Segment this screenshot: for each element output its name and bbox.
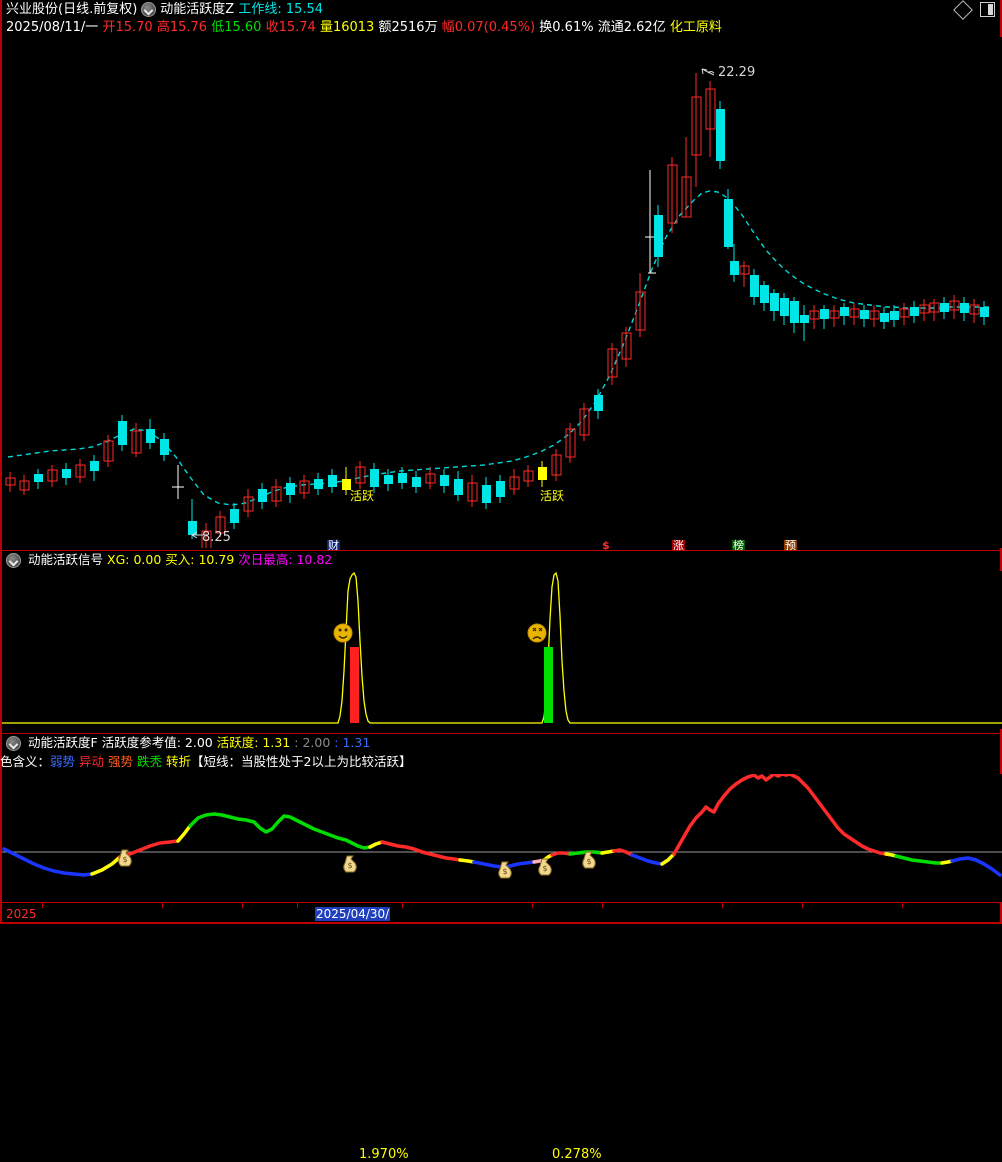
svg-text:$: $ xyxy=(542,864,547,873)
chevron-down-circle-icon[interactable] xyxy=(141,2,157,17)
reference-value: 2.00 xyxy=(184,735,213,750)
chevron-down-circle-icon[interactable] xyxy=(6,553,21,568)
axis-label-start: 2025 xyxy=(6,907,37,921)
active-label-2: 活跃 xyxy=(540,489,565,503)
high-label: 高 xyxy=(156,20,170,35)
marker-badge-zhang[interactable]: 涨 xyxy=(672,539,685,552)
float-value: 2.62亿 xyxy=(623,20,666,35)
signal-chart[interactable] xyxy=(2,571,1002,729)
low-value: 15.60 xyxy=(224,20,262,35)
legend-weak: 弱势 xyxy=(50,754,76,769)
signal-line xyxy=(2,571,1002,724)
activity-sep-2: : xyxy=(334,735,339,750)
moving-average-line xyxy=(7,190,992,506)
next-high-label: 次日最高: xyxy=(238,552,293,567)
marker-badge-yu[interactable]: 预 xyxy=(784,539,797,552)
turnover-label: 换 xyxy=(539,20,553,35)
open-value: 15.70 xyxy=(115,20,153,35)
low-price-annotation: 8.25 xyxy=(202,530,231,545)
divider-2 xyxy=(2,733,1000,734)
main-candle-panel: 22.29 8.25 活跃 活跃 财 $ 涨 榜 预 xyxy=(2,37,1002,552)
title-line: 兴业股份(日线.前复权) 动能活跃度Z 工作线: 15.54 xyxy=(6,1,323,18)
panel-layout-icon[interactable] xyxy=(980,2,995,17)
buy-value: 10.79 xyxy=(198,552,235,567)
volume-value: 16013 xyxy=(332,20,375,35)
high-annotation xyxy=(701,68,715,76)
high-value: 15.76 xyxy=(169,20,208,35)
signal-panel-title[interactable]: 动能活跃信号 xyxy=(28,552,104,567)
reference-label: 活跃度参考值: xyxy=(101,735,181,750)
work-line-value: 15.54 xyxy=(285,2,324,17)
svg-text:$: $ xyxy=(347,861,352,870)
xg-value: 0.00 xyxy=(133,552,162,567)
activity-value-3: 1.31 xyxy=(342,735,371,750)
bottom-border xyxy=(2,922,1000,924)
top-header: 兴业股份(日线.前复权) 动能活跃度Z 工作线: 15.54 2025/08/11… xyxy=(2,0,1000,35)
activity-sep-1: : xyxy=(294,735,299,750)
legend-drop: 跌秃 xyxy=(137,754,163,769)
close-label: 收 xyxy=(265,20,279,35)
marker-badge-dollar[interactable]: $ xyxy=(602,539,610,552)
sad-face-icon xyxy=(527,623,547,643)
open-label: 开 xyxy=(102,20,116,35)
activity-label: 活跃度: xyxy=(216,735,259,750)
legend-abnormal: 异动 xyxy=(79,754,105,769)
active-label-1: 活跃 xyxy=(350,489,375,503)
signal-label-2: 0.278% xyxy=(552,1147,602,1162)
smile-face-icon xyxy=(333,623,353,643)
activity-panel: 动能活跃度F 活跃度参考值: 2.00 活跃度: 1.31 : 2.00 : 1… xyxy=(0,734,1002,902)
float-label: 流通 xyxy=(597,20,624,35)
activity-chart[interactable]: $ $ $ $ $ xyxy=(2,774,1002,902)
xg-label: XG: xyxy=(107,552,130,567)
close-value: 15.74 xyxy=(278,20,316,35)
signal-label-1: 1.970% xyxy=(359,1147,409,1162)
buy-label: 买入: xyxy=(165,552,195,567)
volume-label: 量 xyxy=(319,20,333,35)
industry-tag[interactable]: 化工原料 xyxy=(669,20,722,35)
marker-badge-bang[interactable]: 榜 xyxy=(732,539,745,552)
activity-panel-title[interactable]: 动能活跃度F xyxy=(28,735,98,750)
svg-text:$: $ xyxy=(502,867,507,876)
activity-value: 1.31 xyxy=(262,735,291,750)
header-icons xyxy=(953,0,995,20)
high-price-annotation: 22.29 xyxy=(718,65,756,80)
stock-title[interactable]: 兴业股份(日线.前复权) xyxy=(6,2,138,17)
amplitude-value: 0.07(0.45%) xyxy=(454,20,536,35)
trading-terminal: 兴业股份(日线.前复权) 动能活跃度Z 工作线: 15.54 2025/08/11… xyxy=(0,0,1002,924)
divider-1 xyxy=(2,550,1000,551)
marker-badge-cai[interactable]: 财 xyxy=(327,539,340,552)
money-bag-icon: $ $ $ $ $ xyxy=(118,849,596,879)
signal-bar-1 xyxy=(350,647,359,723)
next-high-value: 10.82 xyxy=(296,552,333,567)
signal-panel: 动能活跃信号 XG: 0.00 买入: 10.79 次日最高: 10.82 xyxy=(2,551,1002,1162)
activity-value-2: 2.00 xyxy=(302,735,331,750)
legend-prefix: 色含义： xyxy=(0,754,51,769)
date-axis[interactable]: 2025 2025/04/30/ xyxy=(2,902,1000,925)
signal-bar-2 xyxy=(544,647,553,723)
quote-date: 2025/08/11/一 xyxy=(6,20,99,35)
legend-note: 【短线：当股性处于2以上为比较活跃】 xyxy=(191,754,412,769)
low-label: 低 xyxy=(211,20,225,35)
legend-turn: 转折 xyxy=(166,754,192,769)
amount-value: 2516万 xyxy=(391,20,438,35)
turnover-value: 0.61% xyxy=(552,20,594,35)
candlestick-chart[interactable] xyxy=(2,37,1002,548)
amplitude-label: 幅 xyxy=(441,20,455,35)
candles xyxy=(5,73,989,548)
legend-strong: 强势 xyxy=(108,754,134,769)
work-line-label: 工作线: xyxy=(238,2,282,17)
diamond-icon[interactable] xyxy=(953,0,973,20)
signal-panel-header: 动能活跃信号 XG: 0.00 买入: 10.79 次日最高: 10.82 xyxy=(2,551,1000,569)
activity-legend: 色含义：弱势 异动 强势 跌秃 转折【短线：当股性处于2以上为比较活跃】 xyxy=(0,753,412,770)
axis-label-selected: 2025/04/30/ xyxy=(315,907,391,921)
indicator-name[interactable]: 动能活跃度Z xyxy=(160,2,235,17)
svg-text:$: $ xyxy=(586,857,591,866)
svg-text:$: $ xyxy=(122,855,127,864)
quote-line: 2025/08/11/一 开15.70 高15.76 低15.60 收15.74… xyxy=(6,19,722,36)
chevron-down-circle-icon[interactable] xyxy=(6,736,21,751)
low-annotation xyxy=(191,531,208,539)
activity-panel-header: 动能活跃度F 活跃度参考值: 2.00 活跃度: 1.31 : 2.00 : 1… xyxy=(2,734,1000,752)
amount-label: 额 xyxy=(378,20,392,35)
